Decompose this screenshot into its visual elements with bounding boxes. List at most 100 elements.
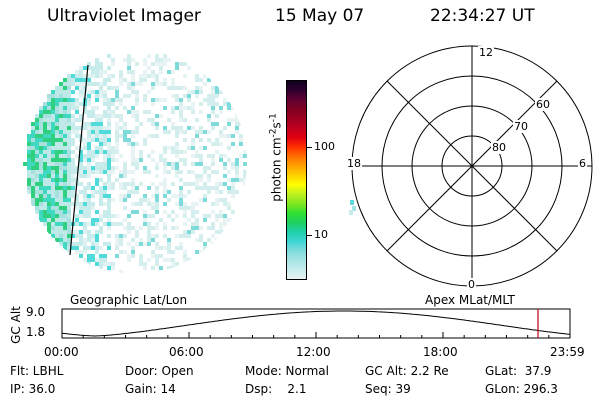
uv-pixel [43, 214, 47, 218]
uv-pixel [31, 194, 35, 198]
uv-pixel [103, 138, 107, 142]
uv-pixel [35, 134, 39, 138]
uv-pixel [43, 218, 47, 222]
uv-pixel [159, 218, 163, 222]
uv-pixel [183, 150, 187, 154]
uv-pixel [231, 186, 235, 190]
uv-pixel [211, 122, 215, 126]
uv-pixel [27, 162, 31, 166]
uv-pixel [163, 246, 167, 250]
uv-pixel [63, 126, 67, 130]
uv-pixel [39, 150, 43, 154]
uv-pixel [119, 222, 123, 226]
uv-pixel [107, 54, 111, 58]
uv-pixel [151, 182, 155, 186]
uv-pixel [203, 130, 207, 134]
uv-pixel [91, 134, 95, 138]
uv-pixel [67, 98, 71, 102]
uv-pixel [115, 90, 119, 94]
uv-pixel [75, 242, 79, 246]
uv-pixel [167, 258, 171, 262]
uv-pixel [211, 162, 215, 166]
uv-pixel [35, 170, 39, 174]
uv-pixel [87, 110, 91, 114]
uv-pixel [39, 202, 43, 206]
uv-pixel [195, 74, 199, 78]
uv-pixel [151, 194, 155, 198]
uv-pixel [115, 126, 119, 130]
uv-pixel [163, 106, 167, 110]
uv-pixel [135, 118, 139, 122]
uv-pixel [67, 206, 71, 210]
uv-pixel [95, 258, 99, 262]
uv-pixel [83, 166, 87, 170]
uv-pixel [127, 62, 131, 66]
uv-pixel [91, 110, 95, 114]
uv-pixel [147, 54, 151, 58]
uv-pixel [87, 186, 91, 190]
uv-pixel [131, 78, 135, 82]
uv-pixel [115, 234, 119, 238]
uv-pixel [71, 242, 75, 246]
uv-pixel [79, 162, 83, 166]
uv-pixel [123, 194, 127, 198]
uv-pixel [187, 146, 191, 150]
uv-pixel [75, 166, 79, 170]
uv-pixel [191, 90, 195, 94]
uv-pixel [187, 66, 191, 70]
uv-pixel [55, 198, 59, 202]
uv-pixel [151, 250, 155, 254]
uv-pixel [203, 166, 207, 170]
uv-pixel [79, 202, 83, 206]
uv-pixel [135, 166, 139, 170]
uv-pixel [223, 218, 227, 222]
uv-pixel [191, 126, 195, 130]
uv-pixel [115, 86, 119, 90]
uv-pixel [139, 82, 143, 86]
uv-pixel [111, 166, 115, 170]
uv-pixel [99, 226, 103, 230]
uv-pixel [167, 250, 171, 254]
uv-pixel [87, 94, 91, 98]
uv-pixel [83, 106, 87, 110]
uv-pixel [147, 154, 151, 158]
uv-pixel [79, 182, 83, 186]
uv-pixel [207, 94, 211, 98]
uv-pixel [91, 70, 95, 74]
uv-pixel [107, 166, 111, 170]
uv-pixel [219, 230, 223, 234]
uv-pixel [59, 122, 63, 126]
uv-pixel [103, 162, 107, 166]
uv-pixel [91, 138, 95, 142]
uv-pixel [95, 230, 99, 234]
uv-pixel [231, 210, 235, 214]
uv-pixel [43, 206, 47, 210]
uv-pixel [187, 90, 191, 94]
uv-pixel [103, 210, 107, 214]
uv-pixel [135, 110, 139, 114]
uv-pixel [163, 170, 167, 174]
uv-pixel [63, 114, 67, 118]
uv-pixel [71, 202, 75, 206]
uv-pixel [83, 186, 87, 190]
colorbar [286, 80, 307, 280]
uv-pixel [171, 250, 175, 254]
uv-pixel [51, 182, 55, 186]
uv-pixel [179, 110, 183, 114]
uv-pixel [67, 210, 71, 214]
uv-pixel [103, 78, 107, 82]
uv-pixel [55, 234, 59, 238]
uv-pixel [31, 182, 35, 186]
uv-pixel [195, 202, 199, 206]
uv-pixel [191, 230, 195, 234]
uv-pixel [231, 118, 235, 122]
uv-pixel [131, 182, 135, 186]
uv-pixel [35, 166, 39, 170]
uv-pixel [127, 242, 131, 246]
uv-pixel [27, 190, 31, 194]
uv-pixel [63, 118, 67, 122]
uv-pixel [163, 62, 167, 66]
info-flt: Flt: LBHL [10, 364, 64, 378]
uv-pixel [51, 134, 55, 138]
uv-pixel [71, 122, 75, 126]
